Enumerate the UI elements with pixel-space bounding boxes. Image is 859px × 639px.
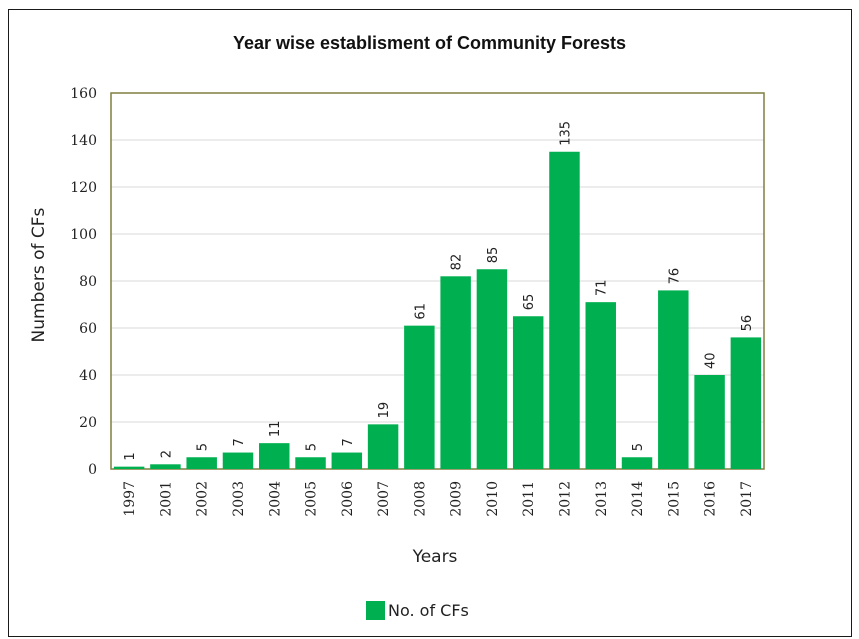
bar <box>186 457 217 469</box>
x-tick-label: 2001 <box>158 481 174 517</box>
y-tick-label: 100 <box>70 227 97 243</box>
bar <box>331 452 363 469</box>
y-tick-label: 140 <box>70 133 97 149</box>
x-tick-label: 2007 <box>376 481 392 517</box>
bar <box>113 466 145 469</box>
bar <box>259 443 290 469</box>
bar <box>404 325 435 469</box>
x-tick-label: 2008 <box>412 481 428 517</box>
bar <box>694 375 725 469</box>
x-tick-label: 2002 <box>195 481 211 517</box>
data-label: 61 <box>413 303 428 320</box>
data-label: 7 <box>341 438 356 446</box>
bar <box>585 302 616 469</box>
bar <box>730 337 762 469</box>
data-label: 76 <box>667 268 682 285</box>
data-label: 2 <box>159 450 174 458</box>
x-tick-label: 2006 <box>340 481 356 517</box>
bar <box>512 316 544 469</box>
data-label: 19 <box>377 402 392 419</box>
plot-border <box>110 92 765 470</box>
data-label: 56 <box>740 315 755 332</box>
y-tick-label: 120 <box>70 180 97 196</box>
x-tick-label: 2016 <box>703 481 719 517</box>
x-tick-label: 2009 <box>449 481 465 517</box>
data-label: 5 <box>305 443 320 451</box>
x-tick-label: 2011 <box>521 481 537 517</box>
data-label: 5 <box>196 443 211 451</box>
data-label: 11 <box>268 421 283 438</box>
data-label: 82 <box>450 254 465 271</box>
chart-title: Year wise establisment of Community Fore… <box>232 33 627 53</box>
bar <box>621 457 653 469</box>
x-tick-label: 2010 <box>485 481 501 517</box>
y-tick-label: 0 <box>88 462 97 478</box>
y-tick-label: 40 <box>79 368 97 384</box>
y-tick-label: 80 <box>79 274 97 290</box>
x-tick-label: 2017 <box>739 481 755 517</box>
x-axis-label: Years <box>412 547 458 567</box>
bar <box>222 452 254 469</box>
data-label: 65 <box>522 294 537 311</box>
bar <box>150 464 181 469</box>
bar <box>440 276 471 469</box>
x-tick-label: 2015 <box>666 481 682 517</box>
data-label: 1 <box>123 452 138 460</box>
data-label: 135 <box>558 121 573 146</box>
data-label: 5 <box>631 443 646 451</box>
x-tick-label: 2003 <box>231 481 247 517</box>
bar <box>295 457 326 469</box>
x-tick-label: 1997 <box>122 481 138 517</box>
y-tick-label: 20 <box>79 415 97 431</box>
bar <box>658 290 689 469</box>
legend-label: No. of CFs <box>388 600 469 620</box>
data-label: 85 <box>486 247 501 264</box>
legend-swatch <box>366 600 385 620</box>
x-tick-label: 2014 <box>630 481 646 517</box>
bar <box>476 269 508 469</box>
x-tick-label: 2005 <box>304 481 320 517</box>
bar <box>549 151 580 469</box>
chart-frame <box>8 9 852 637</box>
bar <box>367 424 399 469</box>
data-label: 40 <box>704 352 719 369</box>
y-tick-label: 160 <box>70 86 97 102</box>
x-tick-label: 2004 <box>267 481 283 517</box>
x-tick-label: 2013 <box>594 481 610 517</box>
data-label: 7 <box>232 438 247 446</box>
legend: No. of CFs <box>366 598 469 622</box>
data-label: 71 <box>595 280 610 297</box>
x-tick-label: 2012 <box>557 481 573 517</box>
y-tick-label: 60 <box>79 321 97 337</box>
